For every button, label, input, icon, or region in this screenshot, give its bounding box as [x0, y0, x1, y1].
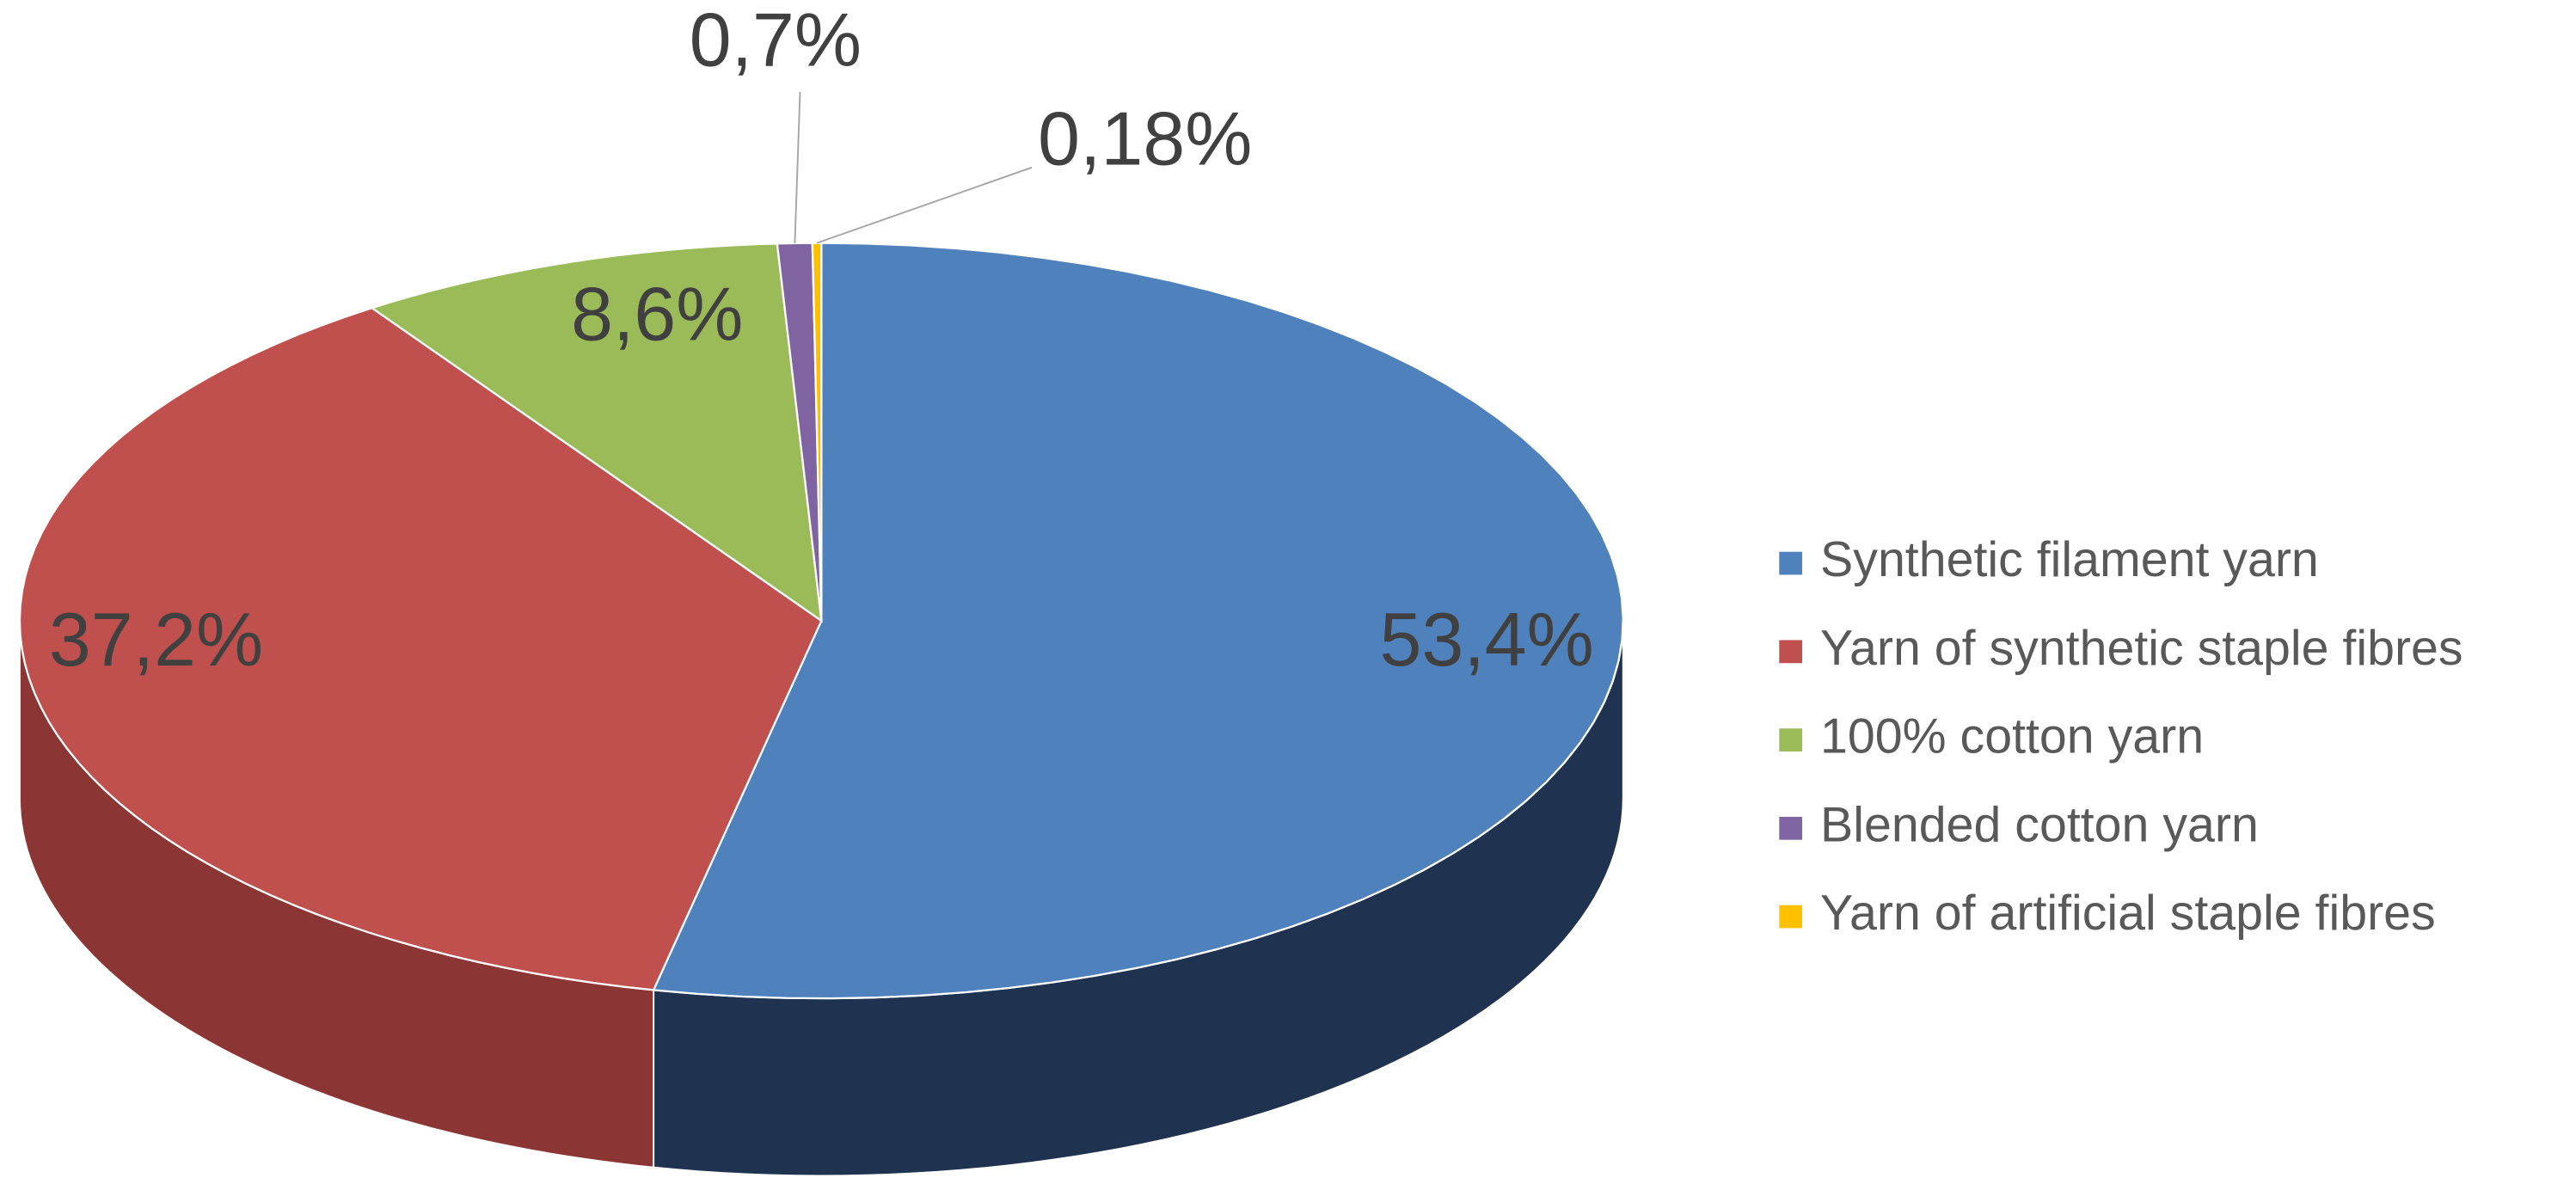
data-label: 0,7%	[690, 0, 862, 83]
pie-tops	[18, 242, 1624, 1000]
pie-slice	[18, 306, 823, 991]
legend-swatch	[1779, 905, 1803, 929]
legend-swatch	[1779, 551, 1803, 575]
legend-label: 100% cotton yarn	[1820, 709, 2204, 764]
legend-label: Blended cotton yarn	[1820, 797, 2259, 852]
legend-label: Yarn of synthetic staple fibres	[1820, 621, 2463, 676]
data-label: 0,18%	[1038, 95, 1252, 181]
pie-slice	[652, 242, 1624, 1000]
pie-slice	[776, 242, 823, 622]
legend-swatch	[1779, 816, 1803, 840]
data-label: 53,4%	[1380, 597, 1594, 682]
legend-swatch	[1779, 728, 1803, 752]
data-label: 8,6%	[571, 272, 743, 357]
legend: Synthetic filament yarn Yarn of synthetic…	[1779, 532, 2463, 941]
leader-line	[816, 166, 1033, 244]
legend-label: Yarn of artificial staple fibres	[1820, 886, 2436, 941]
leader-line	[794, 91, 801, 243]
legend-swatch	[1779, 640, 1803, 664]
legend-label: Synthetic filament yarn	[1820, 532, 2319, 587]
data-label: 37,2%	[49, 597, 263, 682]
labels: 53,4% 37,2% 8,6% 0,7% 0,18%	[49, 0, 1594, 682]
pie-slice	[370, 242, 823, 623]
